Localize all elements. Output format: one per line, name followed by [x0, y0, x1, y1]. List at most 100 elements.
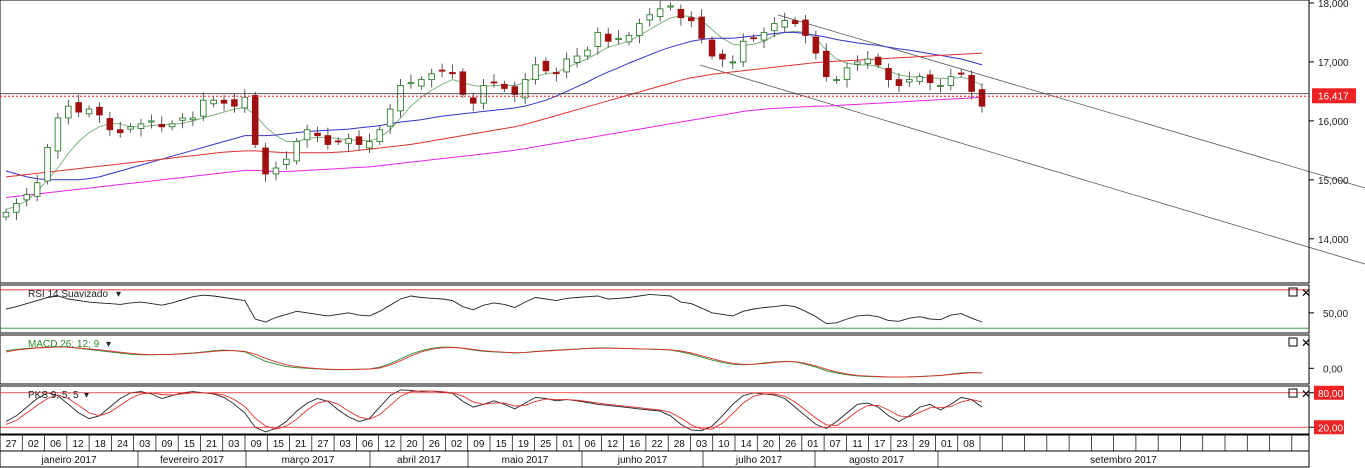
pks-indicator-label[interactable]: PKS 9; 5; 5 [28, 390, 79, 401]
candle-bear [355, 136, 363, 145]
date-tick-label: 21 [295, 439, 307, 450]
candle-bear [677, 8, 685, 19]
candle-bear [895, 79, 903, 86]
candle-bull [729, 61, 737, 64]
month-label: setembro 2017 [1090, 455, 1157, 466]
candle-bull [407, 82, 415, 85]
date-tick-label: 01 [941, 439, 953, 450]
candle-bear [698, 16, 705, 39]
month-label: julho 2017 [735, 455, 783, 466]
candle-bear [158, 123, 166, 128]
price-ytick-label: 15,000 [1318, 176, 1349, 187]
candle-bear [885, 67, 892, 81]
candle-bull [615, 37, 622, 40]
date-tick-label: 17 [874, 439, 886, 450]
level-tag-label: 20,00 [1318, 423, 1343, 434]
date-tick-label: 20 [763, 439, 775, 450]
pks-panel[interactable]: PKS 9; 5; 5 ▾ 80,00 20,00 ✕ [0, 385, 1344, 435]
last-price-tag: 16,417 [1312, 88, 1356, 104]
candle-bull [656, 8, 664, 17]
date-tick-label: 23 [896, 439, 908, 450]
macd-lines [5, 346, 983, 378]
maximize-icon[interactable] [1288, 287, 1298, 297]
candle-bull [376, 129, 384, 142]
date-tick-label: 12 [72, 439, 84, 450]
month-label: junho 2017 [617, 455, 668, 466]
candle-bull [210, 99, 217, 105]
candle-bull [303, 129, 311, 141]
candle-bear [978, 89, 986, 107]
maximize-icon[interactable] [1288, 337, 1298, 347]
date-tick-label: 18 [95, 439, 107, 450]
candle-bull [293, 141, 300, 162]
macd-panel-frame [0, 334, 1310, 385]
macd-indicator-label[interactable]: MACD 26; 12; 9 [28, 339, 100, 350]
date-tick-label: 06 [585, 439, 597, 450]
rsi-indicator-label[interactable]: RSI 14 Suavizado [28, 289, 108, 300]
close-icon[interactable]: ✕ [1301, 387, 1311, 401]
candle-bull [272, 167, 280, 175]
date-tick-label: 15 [184, 439, 196, 450]
price-ytick-label: 18,000 [1318, 0, 1349, 10]
level-tag-bg [1314, 385, 1344, 400]
date-tick-label: 29 [919, 439, 931, 450]
maximize-icon[interactable] [1288, 388, 1298, 398]
month-label: maio 2017 [502, 455, 549, 466]
candle-bear [750, 37, 757, 40]
candle-bull [168, 123, 176, 128]
month-label: abril 2017 [397, 455, 441, 466]
pks-y-axis: 80,00 20,00 [1309, 385, 1344, 435]
macd-y-axis: 0,00 [1309, 364, 1343, 375]
candle-bear [604, 33, 612, 42]
close-icon[interactable]: ✕ [1301, 286, 1311, 300]
price-levels [0, 93, 1309, 97]
date-tick-label: 26 [785, 439, 797, 450]
candle-bull [864, 58, 872, 65]
candle-bull [137, 123, 145, 129]
macd-panel[interactable]: MACD 26; 12; 9 ▾ 0,00 ✕ [0, 334, 1343, 385]
date-ticks: 27 02 06 12 18 24 03 09 15 21 03 09 15 21 27 03 06 12 20 26… [0, 435, 1293, 451]
rsi-panel[interactable]: RSI 14 Suavizado ▾ 50,00 ✕ [0, 284, 1348, 334]
candle-bull [594, 31, 602, 48]
candle-bear [106, 118, 114, 131]
date-tick-label: 15 [496, 439, 508, 450]
candle-bull [54, 117, 62, 152]
price-y-axis: 18,000 17,000 16,000 15,000 14,000 [1308, 0, 1349, 283]
rsi-lines [0, 289, 1309, 329]
candle-bull [833, 79, 840, 82]
close-icon[interactable]: ✕ [1301, 336, 1311, 350]
candle-bear [791, 20, 799, 25]
date-tick-label: 20 [406, 439, 418, 450]
candle-bear [469, 97, 477, 104]
candle-bull [397, 85, 404, 112]
month-label: agosto 2017 [849, 455, 904, 466]
candle-bear [459, 71, 467, 95]
candle-bull [739, 40, 747, 63]
candle-bear [511, 86, 519, 95]
date-tick-label: 03 [696, 439, 708, 450]
date-tick-label: 11 [852, 439, 863, 450]
price-panel[interactable]: 18,000 17,000 16,000 15,000 14,000 16,417 [0, 0, 1365, 284]
rsi-dropdown-icon[interactable]: ▾ [116, 289, 121, 300]
last-price-tag-bg [1312, 88, 1356, 104]
candle-bull [428, 73, 435, 81]
candle-bear [449, 72, 456, 75]
pks-dropdown-icon[interactable]: ▾ [84, 390, 89, 401]
candle-bull [667, 5, 674, 8]
date-tick-label: 27 [317, 439, 329, 450]
candle-bull [573, 55, 581, 63]
indicator-line-1 [5, 390, 983, 430]
date-tick-label: 01 [807, 439, 819, 450]
candle-bull [636, 23, 643, 36]
moving-average-line-1 [5, 31, 983, 181]
candle-bull [916, 76, 923, 82]
trendline-upper[interactable] [777, 14, 1365, 189]
macd-dropdown-icon[interactable]: ▾ [106, 339, 111, 350]
candle-bear [231, 99, 238, 107]
candle-bear [438, 69, 446, 72]
candle-bull [189, 117, 197, 121]
indicator-line-0 [5, 293, 983, 325]
trendline-lower[interactable] [699, 64, 1365, 265]
ytick-label: 0,00 [1323, 364, 1343, 375]
